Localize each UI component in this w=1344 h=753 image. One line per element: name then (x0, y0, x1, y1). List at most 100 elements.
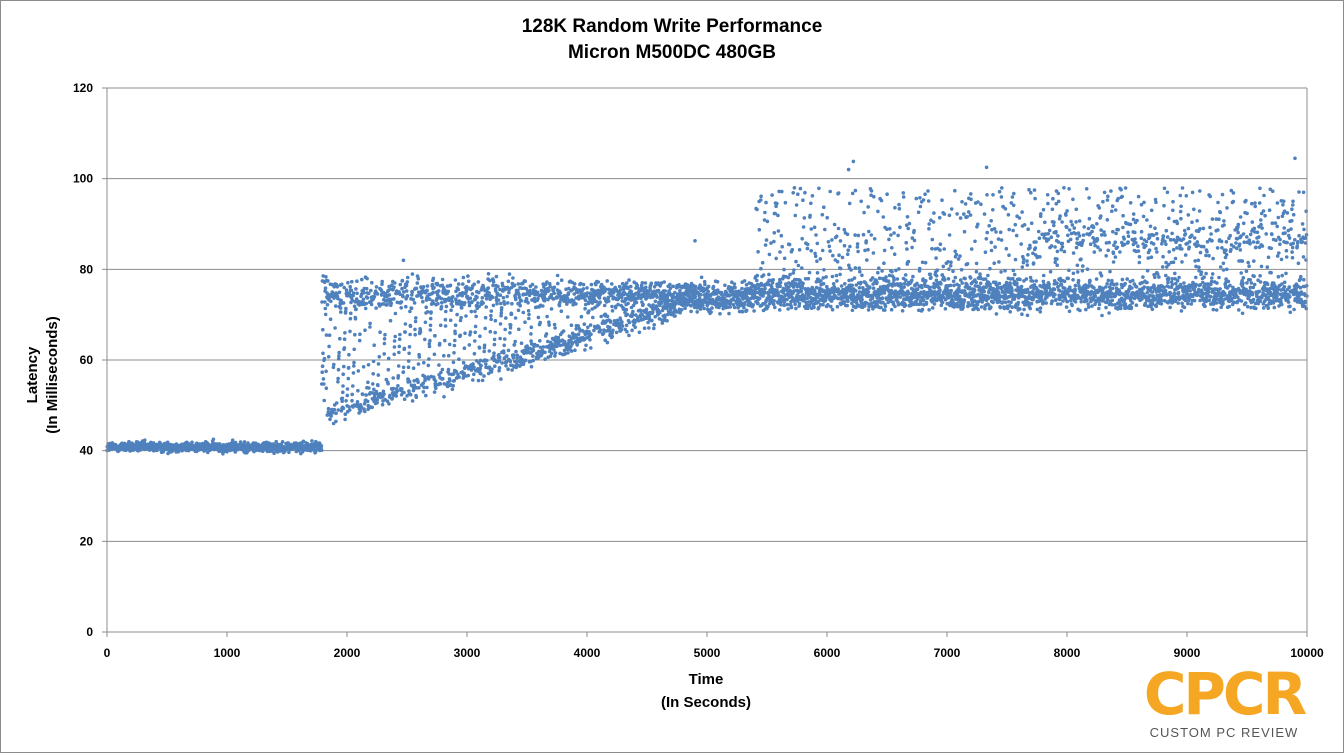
data-point (836, 191, 841, 195)
data-point (1038, 306, 1043, 310)
data-point (872, 194, 876, 199)
data-point (280, 440, 285, 444)
data-point (450, 304, 455, 309)
data-point (523, 358, 528, 363)
data-point (778, 284, 782, 289)
data-point (780, 189, 784, 194)
data-point (997, 281, 1002, 286)
data-point (375, 400, 379, 405)
data-point (527, 316, 531, 321)
data-point (1074, 220, 1078, 224)
data-point (427, 297, 432, 302)
data-point (1076, 278, 1081, 283)
data-point (323, 306, 328, 311)
data-point (431, 290, 436, 295)
data-point (504, 360, 509, 364)
data-point (864, 239, 868, 243)
data-point (941, 264, 946, 269)
data-point (982, 212, 987, 216)
data-point (408, 332, 412, 337)
data-point (826, 240, 831, 244)
data-point (468, 296, 473, 301)
data-point (551, 337, 556, 342)
data-point (767, 272, 771, 277)
data-point (401, 370, 406, 374)
data-point (889, 233, 893, 237)
gridlines (107, 87, 1307, 542)
data-point (856, 233, 861, 238)
data-point (355, 400, 360, 404)
data-point (313, 450, 318, 454)
data-point (1067, 268, 1071, 273)
data-point (1088, 242, 1093, 246)
data-point (999, 270, 1003, 274)
data-point (605, 314, 610, 319)
data-point (779, 302, 783, 307)
data-point (440, 300, 444, 305)
data-point (538, 345, 543, 350)
data-point (520, 358, 525, 362)
data-point (484, 362, 488, 366)
data-point (523, 320, 527, 325)
scatter-points (105, 156, 1309, 456)
data-point (538, 320, 542, 325)
data-point (626, 301, 630, 306)
data-point (893, 304, 897, 309)
data-point (495, 301, 499, 306)
data-point (1104, 254, 1108, 258)
data-point (1050, 299, 1054, 304)
data-point (653, 299, 658, 304)
data-point (991, 193, 995, 197)
data-point (340, 282, 344, 287)
data-point (1014, 233, 1019, 238)
data-point (733, 285, 737, 290)
data-point (879, 305, 883, 310)
data-point (394, 394, 399, 398)
data-point (476, 378, 481, 383)
data-point (548, 354, 553, 359)
data-point (598, 300, 602, 305)
data-point (345, 387, 350, 391)
data-point (517, 327, 521, 332)
data-point (1018, 277, 1022, 282)
data-point (461, 360, 466, 365)
data-point (344, 306, 348, 311)
data-point (484, 296, 489, 301)
data-point (555, 344, 559, 349)
data-point (765, 219, 770, 224)
data-point (498, 336, 502, 341)
data-point (486, 371, 491, 376)
data-point (954, 252, 959, 257)
data-point (489, 317, 493, 322)
data-point (695, 310, 699, 314)
data-point (521, 310, 526, 315)
data-point (549, 293, 554, 297)
data-point (820, 248, 825, 253)
data-point (502, 343, 507, 348)
data-point (831, 282, 836, 286)
data-point (693, 294, 698, 299)
data-point (395, 389, 400, 393)
data-point (1037, 236, 1042, 240)
data-point (552, 322, 557, 327)
data-point (376, 373, 381, 377)
data-point (912, 238, 917, 243)
data-point (938, 248, 942, 252)
data-point (658, 310, 662, 315)
data-point (1055, 263, 1059, 268)
data-point (853, 266, 858, 270)
data-point (413, 332, 418, 337)
data-point (531, 354, 535, 358)
data-point (1075, 236, 1079, 241)
data-point (339, 298, 344, 303)
data-point (409, 306, 414, 311)
data-point (615, 318, 620, 323)
data-point (813, 254, 818, 259)
data-point (1047, 282, 1051, 287)
data-point (852, 276, 857, 280)
data-point (211, 437, 216, 442)
data-point (905, 215, 910, 219)
data-point (1066, 276, 1070, 281)
data-point (1111, 260, 1116, 264)
